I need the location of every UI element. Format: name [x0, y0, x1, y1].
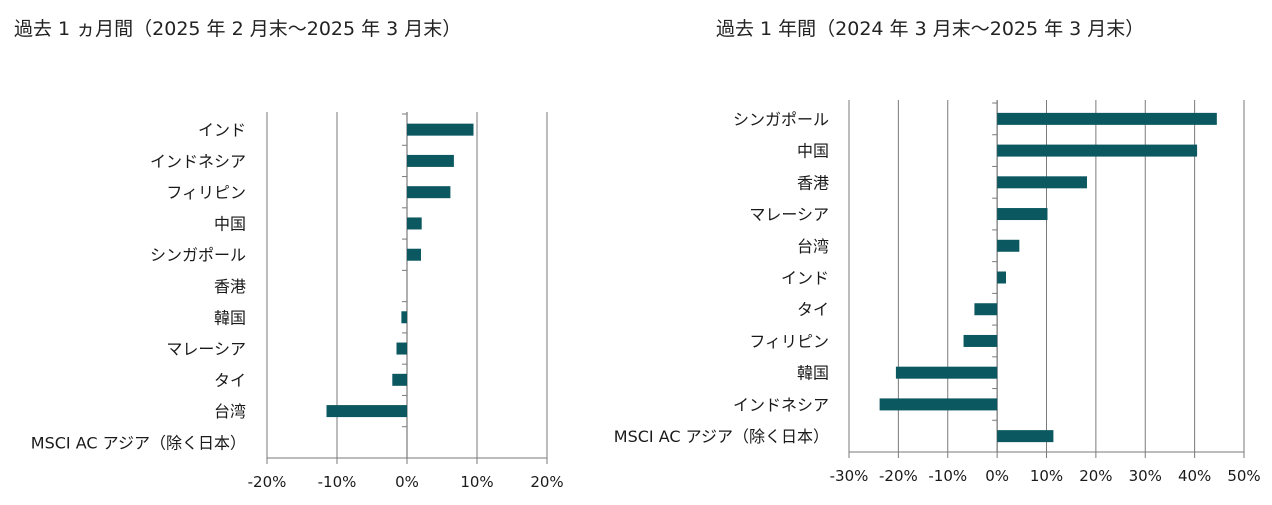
bar — [396, 342, 407, 355]
bar — [407, 248, 421, 261]
category-label: タイ — [214, 371, 246, 390]
category-label: MSCI AC アジア（除く日本） — [31, 433, 246, 452]
category-label: インド — [781, 269, 829, 288]
category-label: マレーシア — [749, 205, 829, 224]
bar — [401, 311, 407, 324]
bar — [407, 186, 451, 199]
bar — [963, 334, 998, 347]
x-tick-label: -20% — [879, 467, 918, 485]
x-tick-label: 30% — [1129, 467, 1162, 485]
category-label: タイ — [797, 300, 829, 319]
category-label: MSCI AC アジア（除く日本） — [614, 427, 829, 446]
category-label: シンガポール — [150, 246, 246, 265]
x-tick-label: 20% — [1079, 467, 1112, 485]
category-label: 韓国 — [797, 364, 829, 383]
bar — [407, 154, 454, 167]
x-tick-label: 10% — [460, 473, 493, 491]
bar — [974, 303, 998, 316]
bar — [407, 123, 474, 136]
category-label: 中国 — [214, 214, 246, 233]
x-tick-label: 50% — [1227, 467, 1260, 485]
bar — [879, 398, 998, 411]
category-label: 香港 — [214, 277, 246, 296]
bar — [895, 366, 998, 379]
x-tick-label: 0% — [395, 473, 419, 491]
x-tick-label: -10% — [928, 467, 967, 485]
category-label: 韓国 — [214, 308, 246, 327]
bar — [997, 271, 1007, 284]
category-label: インド — [198, 121, 246, 140]
bar — [392, 373, 407, 386]
category-label: フィリピン — [166, 183, 246, 202]
bar — [997, 430, 1054, 443]
bar — [997, 208, 1048, 221]
bar — [407, 217, 422, 230]
x-tick-label: -10% — [318, 473, 357, 491]
bar — [997, 239, 1020, 252]
bar — [997, 112, 1217, 125]
category-label: 中国 — [797, 142, 829, 161]
category-label: マレーシア — [166, 340, 246, 359]
chart-title-1m: 過去 1 ヵ月間（2025 年 2 月末～2025 年 3 月末） — [14, 18, 462, 40]
category-label: 台湾 — [214, 402, 246, 421]
category-label: 台湾 — [797, 237, 829, 256]
x-tick-label: -20% — [248, 473, 287, 491]
bar — [997, 144, 1198, 157]
category-label: インドネシア — [150, 152, 246, 171]
x-tick-label: 0% — [985, 467, 1009, 485]
bar — [997, 176, 1087, 189]
x-tick-label: 40% — [1178, 467, 1211, 485]
category-label: 香港 — [797, 173, 829, 192]
x-tick-label: 10% — [1030, 467, 1063, 485]
chart-title-1y: 過去 1 年間（2024 年 3 月末～2025 年 3 月末） — [716, 18, 1145, 40]
x-tick-label: 20% — [530, 473, 563, 491]
category-label: シンガポール — [733, 110, 829, 129]
x-tick-label: -30% — [830, 467, 869, 485]
category-label: フィリピン — [749, 332, 829, 351]
bar — [326, 405, 407, 418]
category-label: インドネシア — [733, 395, 829, 414]
